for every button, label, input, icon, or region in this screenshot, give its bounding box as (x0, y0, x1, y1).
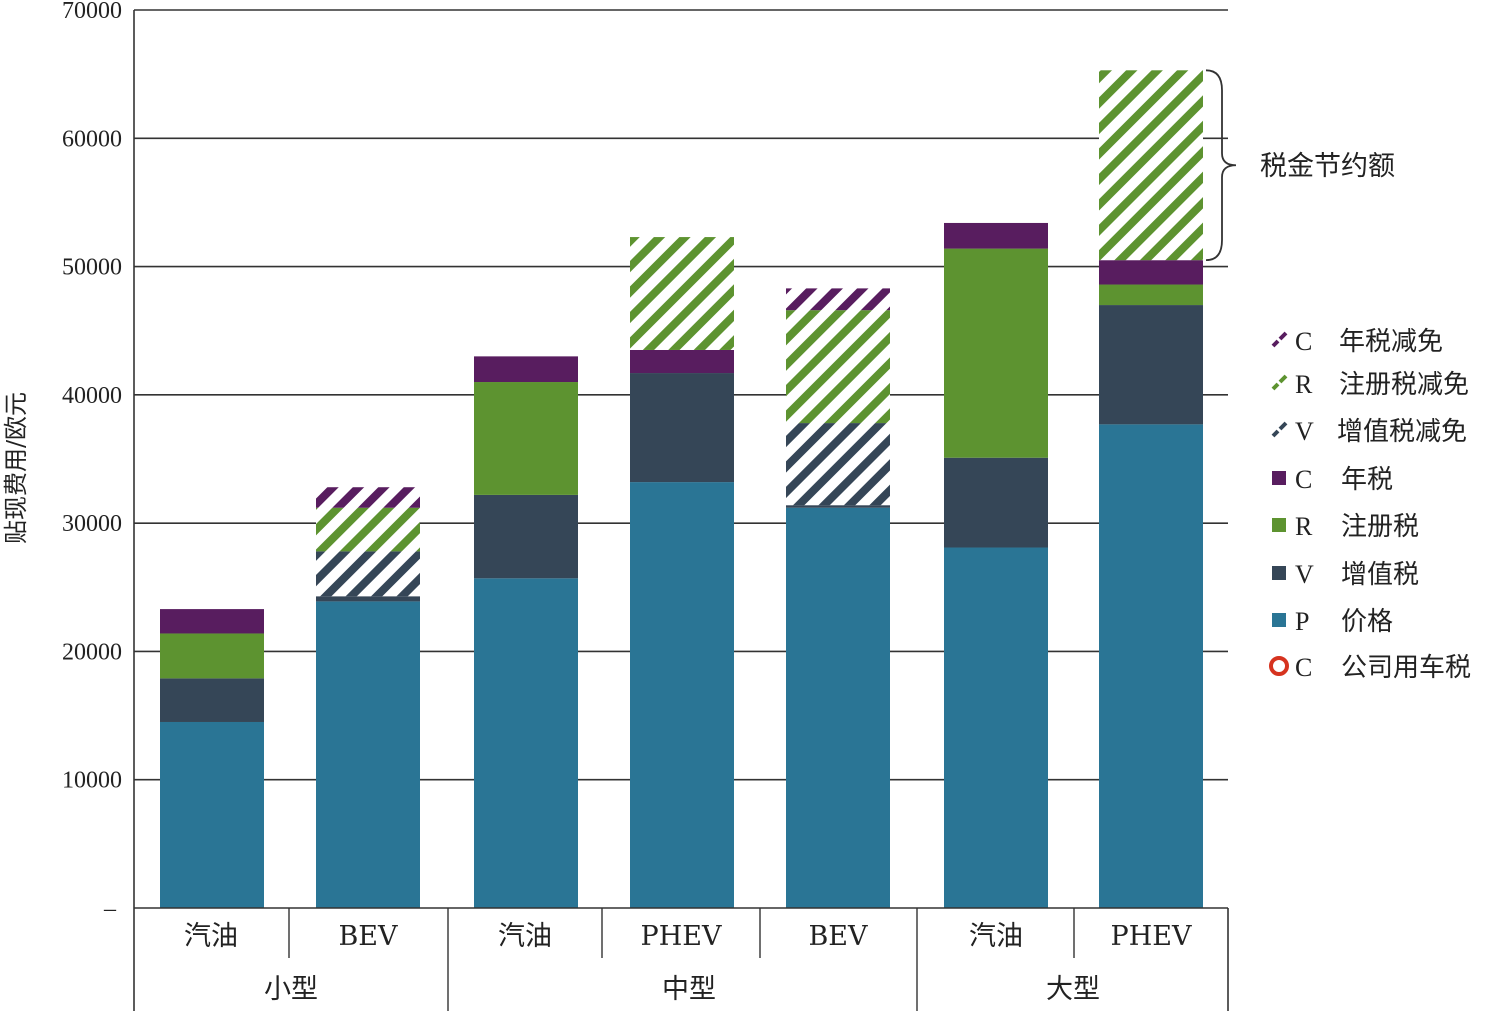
annotation-tax-savings: 税金节约额 (1205, 69, 1395, 262)
bar-stack (160, 609, 264, 908)
bar-segment-C-solid (944, 222, 1048, 249)
legend-code: C (1295, 465, 1312, 494)
bar-stack (1099, 70, 1203, 908)
legend: C 年税减免 R 注册税减免 V 增值税减免 C 年税 R 注册税 V 增值税 P 价格 C 公司用车税 (1269, 327, 1471, 683)
legend-label: 增值税 (1341, 560, 1419, 590)
y-tick-label: 20000 (62, 639, 122, 665)
bar-segment-R-solid (474, 382, 578, 495)
legend-swatch (1272, 566, 1286, 580)
legend-item: C 年税减免 (1271, 327, 1443, 357)
bar-segment-V-hatch (316, 551, 420, 597)
y-tick-label: 70000 (62, 0, 122, 24)
y-tick-label: 40000 (62, 383, 122, 409)
legend-code: P (1295, 607, 1309, 636)
legend-swatch-hatch (1271, 331, 1288, 348)
bar-segment-V-solid (786, 505, 890, 508)
bar-segment-P-solid (474, 578, 578, 908)
bar-segment-V-solid (160, 678, 264, 722)
legend-item: R 注册税减免 (1271, 370, 1469, 400)
legend-item: P 价格 (1272, 607, 1393, 637)
legend-label: 价格 (1341, 607, 1393, 637)
annotation-label: 税金节约额 (1260, 151, 1395, 182)
bar-segment-C-solid (160, 609, 264, 634)
bar-segment-P-solid (316, 601, 420, 908)
bar-segment-R-hatch (786, 310, 890, 424)
bar-stack (316, 487, 420, 908)
legend-item: V 增值税减免 (1271, 417, 1467, 447)
legend-label: 增值税减免 (1337, 417, 1467, 447)
legend-code: C (1295, 653, 1312, 682)
legend-label: 公司用车税 (1341, 653, 1471, 683)
bar-segment-C-solid (630, 349, 734, 374)
bar-segment-R-solid (1099, 284, 1203, 306)
bar-stack (786, 288, 890, 908)
legend-swatch (1272, 613, 1286, 627)
axes: 汽油 BEV 汽油 PHEV BEV 汽油 PHEV 小型 中型 大型 (133, 10, 1229, 1011)
legend-item: V 增值税 (1272, 560, 1419, 590)
bar-stack (630, 237, 734, 908)
legend-code: R (1295, 512, 1313, 541)
bar-segment-P-solid (786, 507, 890, 908)
legend-item: C 公司用车税 (1269, 653, 1471, 683)
bar-segment-R-hatch (630, 237, 734, 350)
bar-segment-R-solid (160, 633, 264, 679)
x-group-label: 小型 (264, 974, 318, 1005)
legend-label: 注册税 (1341, 512, 1419, 542)
bar-segment-V-solid (316, 596, 420, 602)
x-category-label: 汽油 (184, 921, 238, 952)
legend-item: R 注册税 (1272, 512, 1419, 542)
bar-segment-R-hatch (316, 507, 420, 552)
x-group-label: 中型 (662, 974, 716, 1005)
x-category-label: BEV (808, 921, 868, 952)
bar-segment-V-solid (474, 494, 578, 579)
legend-swatch-hatch (1271, 374, 1288, 391)
legend-code: V (1295, 560, 1314, 589)
legend-code: V (1295, 417, 1314, 446)
bar-segment-C-solid (1099, 260, 1203, 285)
bar-segment-V-hatch (786, 423, 890, 506)
legend-code: R (1295, 370, 1313, 399)
y-axis-label: 贴现费用/欧元 (2, 392, 30, 544)
y-tick-label: 50000 (62, 255, 122, 281)
legend-code: C (1295, 327, 1312, 356)
bar-segment-P-solid (630, 482, 734, 908)
legend-label: 年税减免 (1339, 327, 1443, 357)
legend-swatch (1272, 471, 1286, 485)
bar-segment-V-solid (1099, 305, 1203, 425)
y-tick-label: 30000 (62, 511, 122, 537)
x-category-label: 汽油 (498, 921, 552, 952)
y-tick-label: 10000 (62, 768, 122, 794)
legend-item: C 年税 (1272, 465, 1393, 495)
x-group-label: 大型 (1046, 974, 1100, 1005)
brace (1205, 69, 1237, 262)
bar-segment-R-solid (944, 248, 1048, 458)
x-category-label: PHEV (1111, 921, 1192, 952)
legend-label: 注册税减免 (1339, 370, 1469, 400)
legend-swatch (1272, 518, 1286, 532)
legend-label: 年税 (1341, 465, 1393, 495)
bar-segment-P-solid (1099, 424, 1203, 908)
y-tick-label: 60000 (62, 126, 122, 152)
bar-segment-V-solid (944, 457, 1048, 548)
x-category-label: PHEV (641, 921, 722, 952)
bar-segment-P-solid (944, 547, 1048, 908)
y-tick-label: – (103, 896, 117, 922)
legend-swatch-hatch (1271, 421, 1288, 438)
bar-stack (474, 356, 578, 908)
x-category-label: BEV (338, 921, 398, 952)
bar-segment-V-solid (630, 373, 734, 483)
bars (160, 70, 1203, 908)
bar-segment-C-hatch (786, 288, 890, 311)
bar-segment-C-hatch (316, 487, 420, 508)
bar-segment-R-hatch (1099, 70, 1203, 261)
bar-segment-P-solid (160, 721, 264, 908)
x-category-label: 汽油 (969, 921, 1023, 952)
legend-swatch-ring (1269, 656, 1289, 676)
bar-segment-C-solid (474, 356, 578, 383)
bar-stack (944, 222, 1048, 908)
